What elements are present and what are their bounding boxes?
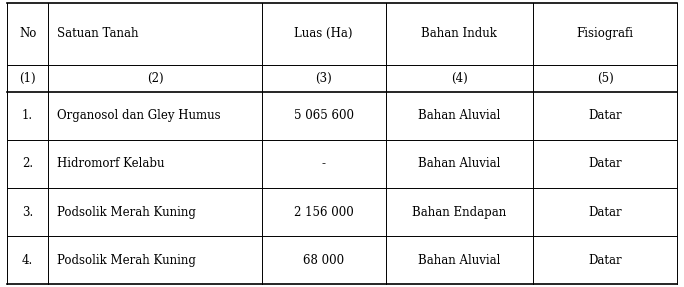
Text: 1.: 1. — [22, 109, 34, 122]
Text: Datar: Datar — [588, 109, 622, 122]
Text: Bahan Aluvial: Bahan Aluvial — [418, 254, 501, 267]
Text: (5): (5) — [596, 72, 614, 85]
Text: Podsolik Merah Kuning: Podsolik Merah Kuning — [57, 205, 196, 218]
Text: (2): (2) — [146, 72, 163, 85]
Text: -: - — [321, 158, 326, 170]
Text: (4): (4) — [451, 72, 468, 85]
Text: Datar: Datar — [588, 254, 622, 267]
Text: Bahan Induk: Bahan Induk — [421, 27, 497, 40]
Text: 4.: 4. — [22, 254, 34, 267]
Text: (1): (1) — [19, 72, 36, 85]
Text: Luas (Ha): Luas (Ha) — [294, 27, 353, 40]
Text: No: No — [19, 27, 36, 40]
Text: 5 065 600: 5 065 600 — [293, 109, 354, 122]
Text: Fisiografi: Fisiografi — [577, 27, 633, 40]
Text: Bahan Aluvial: Bahan Aluvial — [418, 158, 501, 170]
Text: 3.: 3. — [22, 205, 34, 218]
Text: Datar: Datar — [588, 158, 622, 170]
Text: Bahan Aluvial: Bahan Aluvial — [418, 109, 501, 122]
Text: Podsolik Merah Kuning: Podsolik Merah Kuning — [57, 254, 196, 267]
Text: 2.: 2. — [22, 158, 34, 170]
Text: Datar: Datar — [588, 205, 622, 218]
Text: Satuan Tanah: Satuan Tanah — [57, 27, 138, 40]
Text: 68 000: 68 000 — [303, 254, 344, 267]
Text: Bahan Endapan: Bahan Endapan — [412, 205, 506, 218]
Text: 2 156 000: 2 156 000 — [293, 205, 354, 218]
Text: Organosol dan Gley Humus: Organosol dan Gley Humus — [57, 109, 220, 122]
Text: Hidromorf Kelabu: Hidromorf Kelabu — [57, 158, 164, 170]
Text: (3): (3) — [315, 72, 332, 85]
